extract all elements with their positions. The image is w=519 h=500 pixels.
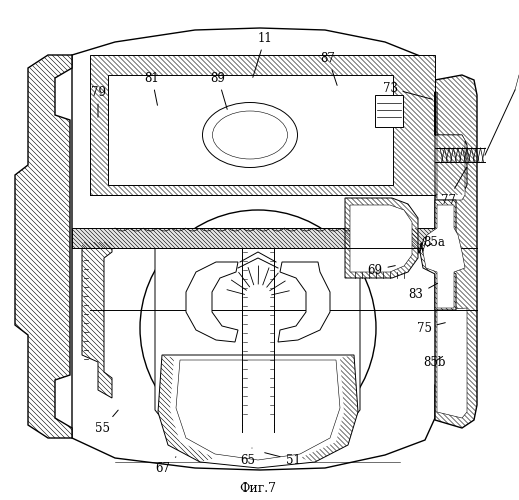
Polygon shape: [176, 360, 340, 460]
Text: 89: 89: [211, 72, 227, 110]
Polygon shape: [435, 75, 477, 428]
Polygon shape: [435, 75, 477, 428]
Polygon shape: [158, 355, 215, 462]
Polygon shape: [158, 355, 358, 468]
Polygon shape: [186, 262, 238, 342]
Polygon shape: [90, 55, 435, 195]
Text: Фиг.7: Фиг.7: [239, 482, 277, 494]
Text: 65: 65: [240, 448, 255, 466]
Polygon shape: [82, 242, 112, 398]
Text: 79: 79: [90, 86, 105, 117]
Text: 67: 67: [156, 457, 176, 474]
Polygon shape: [437, 308, 467, 418]
Polygon shape: [435, 92, 467, 195]
Polygon shape: [345, 198, 418, 278]
Text: 69: 69: [367, 264, 395, 276]
Text: 55: 55: [95, 410, 118, 434]
Polygon shape: [155, 248, 360, 460]
Text: 81: 81: [145, 72, 159, 106]
Circle shape: [140, 210, 376, 446]
Bar: [108, 75, 393, 185]
Bar: [72, 228, 442, 248]
Polygon shape: [300, 355, 358, 462]
Polygon shape: [72, 28, 468, 470]
Polygon shape: [435, 92, 467, 195]
Text: 73: 73: [383, 82, 432, 100]
Text: 85a: 85a: [423, 236, 445, 248]
Text: 75: 75: [417, 322, 445, 334]
Text: 51: 51: [265, 452, 301, 466]
Polygon shape: [15, 55, 72, 438]
Polygon shape: [82, 242, 112, 398]
Text: 85b: 85b: [423, 356, 445, 368]
Polygon shape: [350, 205, 412, 272]
Polygon shape: [345, 198, 418, 278]
Polygon shape: [278, 262, 330, 342]
Polygon shape: [15, 55, 72, 438]
Polygon shape: [437, 92, 465, 200]
Polygon shape: [72, 228, 442, 248]
Polygon shape: [423, 205, 465, 308]
Text: 87: 87: [321, 52, 337, 86]
Polygon shape: [420, 200, 456, 310]
Text: 77: 77: [441, 168, 467, 206]
Polygon shape: [90, 55, 435, 195]
Text: 83: 83: [408, 284, 438, 302]
Bar: [375, 95, 403, 127]
Polygon shape: [420, 200, 456, 310]
Text: 11: 11: [253, 32, 272, 78]
